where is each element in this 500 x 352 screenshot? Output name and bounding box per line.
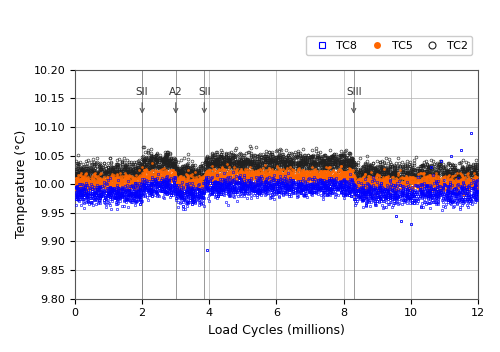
Text: SII: SII — [198, 87, 210, 113]
X-axis label: Load Cycles (millions): Load Cycles (millions) — [208, 324, 345, 337]
Text: SII: SII — [136, 87, 148, 113]
Text: SIII: SIII — [346, 87, 362, 113]
Legend: TC8, TC5, TC2: TC8, TC5, TC2 — [306, 36, 472, 55]
Y-axis label: Temperature (°C): Temperature (°C) — [15, 130, 28, 238]
Text: A2: A2 — [169, 87, 182, 113]
